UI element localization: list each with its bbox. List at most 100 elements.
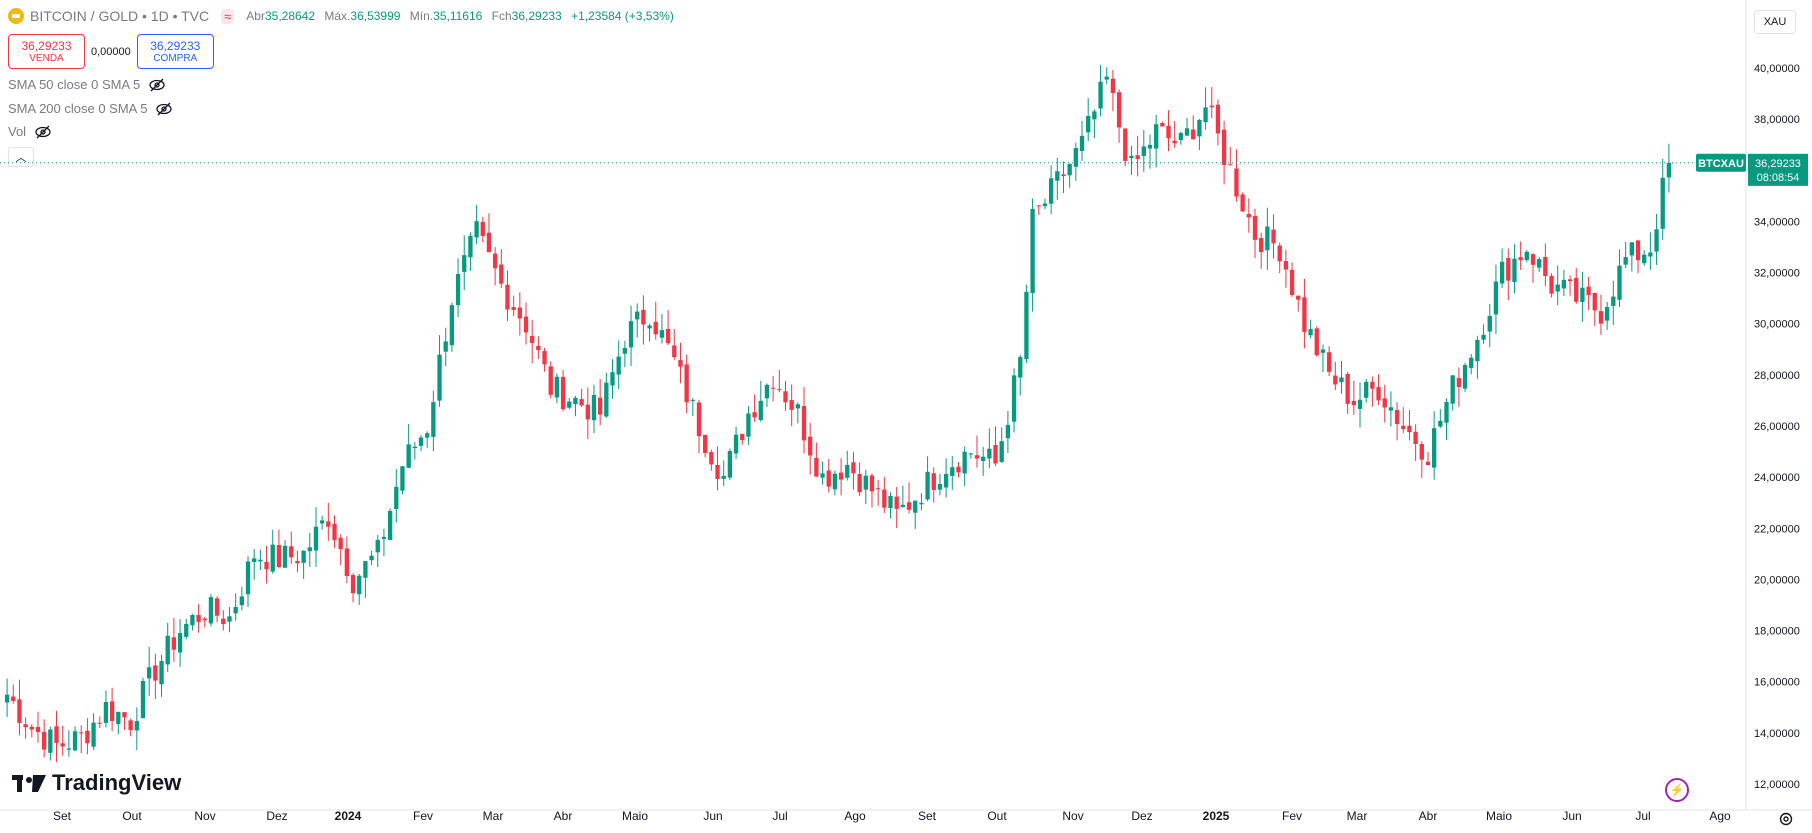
candle-body [1302, 297, 1307, 332]
sell-price: 36,29233 [21, 39, 72, 53]
candle-body [832, 473, 838, 490]
y-tick-label: 16,00000 [1754, 677, 1800, 689]
candle-body [313, 526, 319, 551]
candle-body [1221, 129, 1227, 165]
candle-body [1061, 174, 1066, 177]
candle-body [1438, 420, 1443, 427]
candle-body [1042, 203, 1048, 207]
symbol-tag-bg [1696, 153, 1746, 172]
y-tick-label: 32,00000 [1754, 268, 1800, 280]
candle-body [1098, 81, 1103, 109]
x-tick-label: Set [53, 809, 72, 823]
candle-body [647, 325, 652, 329]
x-tick-label: Fev [413, 809, 433, 823]
candle-body [1407, 425, 1412, 433]
candle-body [1431, 428, 1437, 468]
candle-body [159, 661, 164, 685]
candle-body [1537, 259, 1542, 268]
gear-icon[interactable] [1778, 811, 1794, 827]
candle-body [1401, 425, 1406, 430]
symbol-legend: BITCOIN / GOLD • 1D • TVC ≈ Abr35,28642 … [8, 8, 680, 24]
candle-body [1073, 148, 1079, 167]
candle-body [1351, 400, 1357, 406]
candle-body [1024, 291, 1029, 360]
candle-body [764, 384, 770, 399]
buy-button[interactable]: 36,29233 COMPRA [136, 34, 214, 69]
candle-body [190, 615, 195, 626]
candle-body [814, 457, 819, 477]
candle-body [1005, 424, 1011, 439]
candle-body [72, 731, 78, 751]
x-tick-label: Maio [1486, 809, 1512, 823]
symbol-title[interactable]: BITCOIN / GOLD • 1D • TVC [30, 8, 210, 24]
candle-body [214, 598, 220, 616]
eye-hidden-icon[interactable] [34, 125, 52, 139]
y-tick-label: 38,00000 [1754, 114, 1800, 126]
candle-body [1598, 311, 1604, 324]
candle-body [486, 232, 492, 253]
candle-body [1178, 132, 1184, 141]
y-tick-label: 28,00000 [1754, 370, 1800, 382]
candle-body [91, 722, 96, 747]
eye-hidden-icon[interactable] [155, 102, 173, 116]
candle-body [943, 473, 949, 488]
eye-hidden-icon[interactable] [148, 78, 166, 92]
candle-body [573, 397, 578, 405]
lightning-icon[interactable]: ⚡ [1665, 778, 1689, 802]
candle-body [276, 544, 282, 567]
spread-value: 0,00000 [91, 45, 131, 58]
candle-body [888, 495, 893, 509]
indicator-sma50[interactable]: SMA 50 close 0 SMA 5 [8, 77, 166, 92]
candle-body [894, 496, 899, 509]
candle-body [597, 397, 603, 415]
candle-body [4, 694, 10, 703]
candle-body [406, 444, 411, 468]
candle-body [79, 732, 84, 734]
candle-body [1555, 284, 1560, 292]
candle-body [264, 561, 269, 570]
tradingview-logo: TradingView [12, 770, 181, 796]
candle-body [1462, 364, 1468, 389]
candle-body [375, 539, 380, 553]
candle-body [307, 547, 312, 552]
candle-body [622, 348, 628, 354]
candle-body [981, 456, 986, 462]
candle-body [1444, 401, 1449, 423]
candle-body [956, 466, 961, 473]
candle-body [319, 520, 325, 524]
wave-icon[interactable]: ≈ [221, 8, 235, 24]
candle-body [1518, 257, 1523, 261]
indicator-sma200[interactable]: SMA 200 close 0 SMA 5 [8, 101, 173, 116]
candle-body [789, 399, 794, 410]
candle-body [29, 726, 34, 730]
candle-body [913, 500, 918, 513]
candle-body [974, 455, 980, 459]
candle-body [845, 465, 850, 478]
buy-label: COMPRA [153, 53, 198, 64]
candle-body [1592, 293, 1597, 311]
candle-body [1092, 111, 1097, 120]
candle-body [1048, 178, 1054, 204]
collapse-legend-button[interactable]: ︿ [8, 147, 34, 167]
indicator-vol[interactable]: Vol [8, 124, 52, 139]
x-tick-label: Dez [266, 809, 287, 823]
candle-body [499, 264, 504, 284]
sell-button[interactable]: 36,29233 VENDA [8, 34, 85, 69]
candle-body [838, 472, 844, 480]
candle-body [610, 372, 615, 386]
candle-body [103, 702, 109, 723]
candle-body [1197, 119, 1202, 137]
buy-price: 36,29233 [150, 39, 201, 53]
candle-body [462, 255, 467, 272]
currency-button[interactable]: XAU [1754, 10, 1796, 34]
candle-body [474, 221, 479, 238]
x-tick-label: Dez [1131, 809, 1152, 823]
candle-body [17, 699, 22, 723]
candle-body [690, 399, 695, 401]
candle-body [1116, 92, 1122, 128]
candle-body [560, 376, 566, 410]
candle-body [511, 307, 516, 310]
candle-body [703, 434, 708, 453]
candle-body [1549, 275, 1554, 294]
